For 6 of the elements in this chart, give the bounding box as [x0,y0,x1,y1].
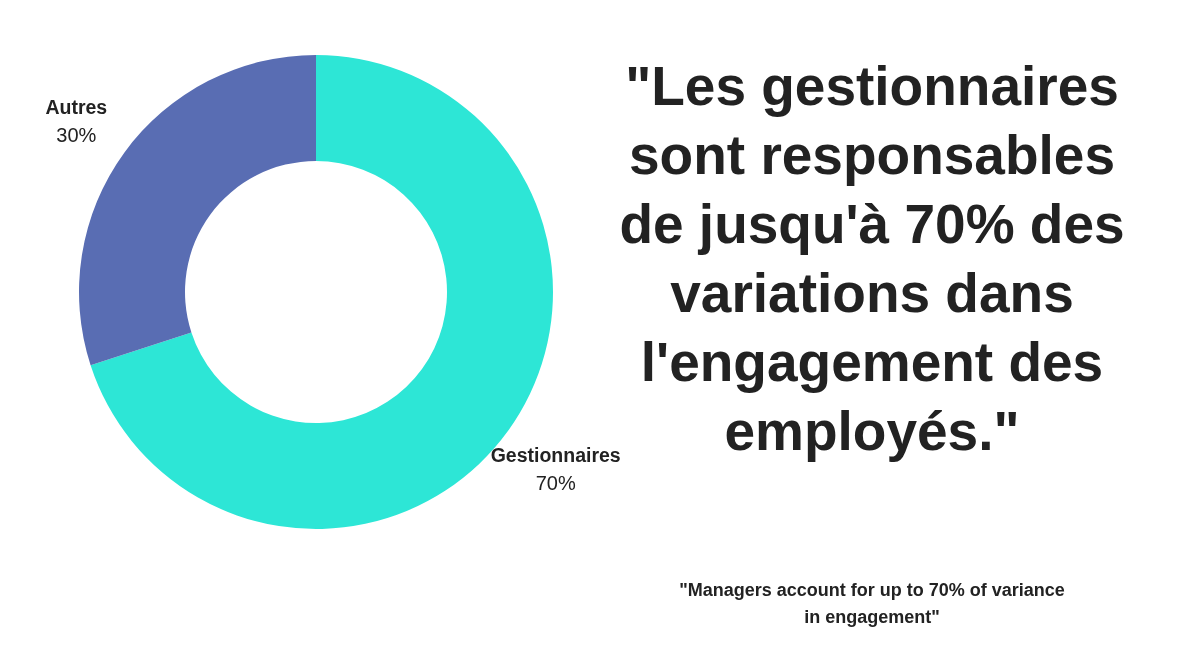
data-label: 70% [535,472,576,495]
slice-label: Autres [45,95,108,118]
text: "Les gestionnaires sont responsables de jusqu'à 70% des variations dans l'engagement des employés." [619,55,1125,462]
data-label: 30% [56,123,97,146]
text: "Managers account for up to 70% of variance in engagement" [679,580,1065,627]
slice-label: Gestionnaires [490,444,621,467]
